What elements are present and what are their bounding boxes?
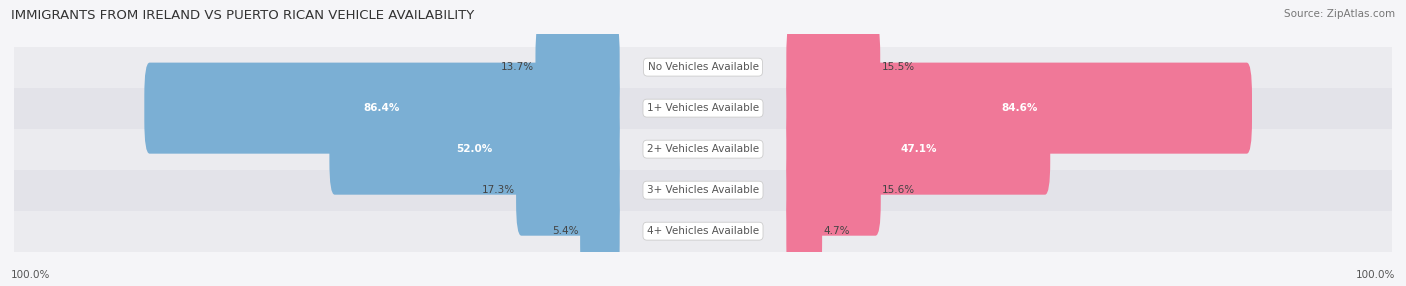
Text: 100.0%: 100.0%: [11, 270, 51, 280]
Text: 15.5%: 15.5%: [882, 62, 915, 72]
FancyBboxPatch shape: [786, 186, 823, 277]
Text: IMMIGRANTS FROM IRELAND VS PUERTO RICAN VEHICLE AVAILABILITY: IMMIGRANTS FROM IRELAND VS PUERTO RICAN …: [11, 9, 474, 21]
Bar: [14, 88, 1392, 129]
Text: 100.0%: 100.0%: [1355, 270, 1395, 280]
Bar: [14, 170, 1392, 211]
Text: Source: ZipAtlas.com: Source: ZipAtlas.com: [1284, 9, 1395, 19]
Text: No Vehicles Available: No Vehicles Available: [648, 62, 758, 72]
Text: 17.3%: 17.3%: [482, 185, 515, 195]
FancyBboxPatch shape: [786, 145, 880, 236]
Text: 86.4%: 86.4%: [364, 103, 401, 113]
Text: 15.6%: 15.6%: [882, 185, 915, 195]
FancyBboxPatch shape: [536, 22, 620, 113]
FancyBboxPatch shape: [786, 104, 1050, 195]
Bar: [14, 47, 1392, 88]
Bar: [14, 129, 1392, 170]
Text: 47.1%: 47.1%: [900, 144, 936, 154]
FancyBboxPatch shape: [786, 63, 1251, 154]
Text: 5.4%: 5.4%: [553, 226, 579, 236]
FancyBboxPatch shape: [145, 63, 620, 154]
Text: 4+ Vehicles Available: 4+ Vehicles Available: [647, 226, 759, 236]
Bar: [14, 211, 1392, 252]
Text: 2+ Vehicles Available: 2+ Vehicles Available: [647, 144, 759, 154]
Text: 52.0%: 52.0%: [457, 144, 492, 154]
Text: 13.7%: 13.7%: [501, 62, 534, 72]
Text: 3+ Vehicles Available: 3+ Vehicles Available: [647, 185, 759, 195]
FancyBboxPatch shape: [329, 104, 620, 195]
Text: 84.6%: 84.6%: [1001, 103, 1038, 113]
Text: 4.7%: 4.7%: [824, 226, 849, 236]
FancyBboxPatch shape: [516, 145, 620, 236]
FancyBboxPatch shape: [786, 22, 880, 113]
Text: 1+ Vehicles Available: 1+ Vehicles Available: [647, 103, 759, 113]
FancyBboxPatch shape: [581, 186, 620, 277]
